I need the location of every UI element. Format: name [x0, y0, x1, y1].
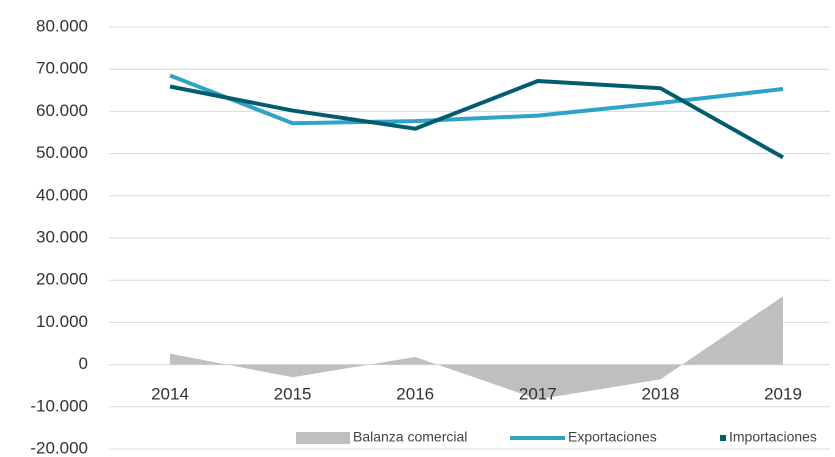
legend-swatch — [296, 432, 350, 444]
y-tick-label: -10.000 — [30, 396, 88, 415]
legend-label: Balanza comercial — [353, 429, 467, 445]
y-tick-label: 0 — [79, 354, 88, 373]
x-tick-label: 2018 — [641, 384, 679, 403]
y-tick-label: 20.000 — [36, 270, 88, 289]
y-tick-label: 50.000 — [36, 143, 88, 162]
legend-label: Exportaciones — [568, 429, 657, 445]
y-tick-label: 60.000 — [36, 101, 88, 120]
y-tick-label: 30.000 — [36, 227, 88, 246]
x-tick-label: 2015 — [274, 384, 312, 403]
y-tick-label: 80.000 — [36, 16, 88, 35]
x-tick-label: 2017 — [519, 384, 557, 403]
line — [169, 79, 784, 160]
y-tick-label: -20.000 — [30, 438, 88, 457]
x-tick-label: 2019 — [764, 384, 802, 403]
x-tick-label: 2014 — [151, 384, 189, 403]
legend-label: Importaciones — [729, 429, 817, 445]
y-tick-label: 70.000 — [36, 59, 88, 78]
y-tick-label: 40.000 — [36, 185, 88, 204]
line — [169, 73, 784, 126]
legend-swatch — [720, 435, 726, 441]
x-tick-label: 2016 — [396, 384, 434, 403]
y-tick-label: 10.000 — [36, 312, 88, 331]
area — [170, 296, 783, 400]
